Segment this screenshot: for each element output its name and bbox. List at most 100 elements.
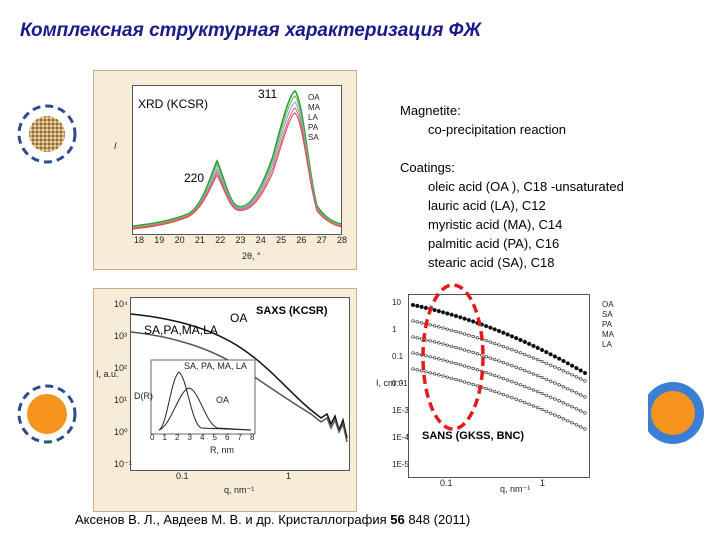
sans-point [553,381,557,385]
saxs-curve-oa [130,313,348,439]
coating-item: lauric acid (LA), C12 [428,198,546,213]
sans-point [514,335,519,341]
sans-point [420,321,424,325]
sans-xtick: 1 [540,478,546,488]
sans-point [437,373,441,377]
sans-point [445,311,450,316]
xrd-label: XRD (KCSR) [138,97,209,111]
xrd-legend-item: PA [308,123,319,132]
saxs-plot-area [130,297,350,471]
sans-point [453,313,459,319]
page-title: Комплексная структурная характеризация Ф… [20,20,482,41]
sans-point [450,376,454,380]
saxs-curve-group [130,331,348,443]
sans-point [415,303,420,308]
sans-xlabel: q, nm⁻¹ [500,484,531,494]
xrd-panel: XRD (KCSR) 311 220 I 2θ, ° 18 19 20 21 22 23 2… [93,70,357,270]
orange-circle-icon [17,384,77,444]
sans-series-la [411,367,587,431]
sans-point [523,400,527,405]
sans-point [441,326,445,330]
sans-point [583,411,587,415]
sans-point [540,375,544,380]
xrd-legend-item: LA [308,113,318,122]
sans-point [420,369,424,373]
saxs-inset-curve-oa [158,387,252,431]
sans-curves [410,302,588,431]
sans-point [566,371,570,375]
xrd-peak-220: 220 [184,171,205,185]
xrd-xtick: 27 [316,235,327,245]
sans-legend-item: PA [602,320,613,329]
sans-ytick: 1 [392,325,397,334]
sans-point [535,345,540,351]
sans-point [492,327,497,332]
sans-point [536,406,540,410]
xrd-xlabel: 2θ, ° [242,251,261,261]
sans-series-pa [411,335,587,399]
sans-point [496,328,502,334]
sans-point [488,372,492,376]
sans-point [561,369,566,373]
sans-point [579,393,583,397]
sans-point [565,361,570,366]
sans-point [467,365,471,369]
xrd-xtick: 18 [134,235,145,245]
sans-point [505,362,510,366]
sans-point [484,386,488,391]
sans-point [471,350,475,355]
sans-point [523,352,527,357]
sans-point [514,349,518,353]
sans-point [419,304,424,309]
saxs-ytick: 10⁰ [114,427,128,437]
sans-point [574,365,579,371]
xrd-curves [132,90,342,230]
sans-point [466,318,472,323]
sans-point [411,335,415,339]
sans-point [583,395,587,399]
sans-label: SANS (GKSS, BNC) [422,430,525,442]
sans-point [557,399,561,403]
sans-point [549,395,553,399]
sans-point [493,357,497,362]
sans-point [428,371,432,375]
sans-point [497,375,501,379]
sans-point [531,372,535,376]
sans-point [527,354,531,358]
sans-point [544,349,549,355]
saxs-inset-xtick: 4 [200,433,205,442]
sans-point [483,324,489,329]
sans-xtick: 0.1 [440,478,453,488]
sans-point [441,374,445,378]
sans-point [531,388,535,392]
sans-point [432,324,437,328]
magnetite-text: co-precipitation reaction [428,122,567,137]
sans-point [467,333,471,337]
sans-point [561,358,566,364]
sans-point [518,351,523,355]
sans-ytick: 1E-5 [392,460,409,469]
sans-point [441,342,445,346]
sans-point [458,363,462,367]
saxs-ytick: 10³ [114,331,128,341]
sans-point [432,356,437,360]
sans-point [536,358,540,362]
sans-point [497,343,501,347]
sans-point [450,344,454,348]
sans-point [454,377,458,382]
sans-point [509,334,514,339]
sans-point [553,365,557,369]
sans-point [436,309,441,314]
sans-point [522,339,527,345]
sans-point [458,379,462,383]
sans-point [531,404,535,408]
sans-point [432,307,437,313]
sans-point [583,379,587,383]
sans-point [445,327,450,331]
xrd-xtick: 21 [194,235,205,245]
sans-point [462,380,467,384]
magnetite-texture-icon [17,104,77,164]
sans-point [475,336,480,340]
saxs-inset-xtick: 2 [175,433,180,442]
sans-point [501,392,505,397]
